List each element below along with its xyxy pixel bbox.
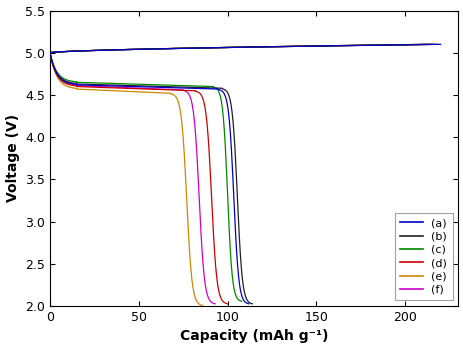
X-axis label: Capacity (mAh g⁻¹): Capacity (mAh g⁻¹) — [180, 329, 328, 343]
Y-axis label: Voltage (V): Voltage (V) — [6, 114, 19, 202]
Legend: (a), (b), (c), (d), (e), (f): (a), (b), (c), (d), (e), (f) — [394, 213, 452, 300]
